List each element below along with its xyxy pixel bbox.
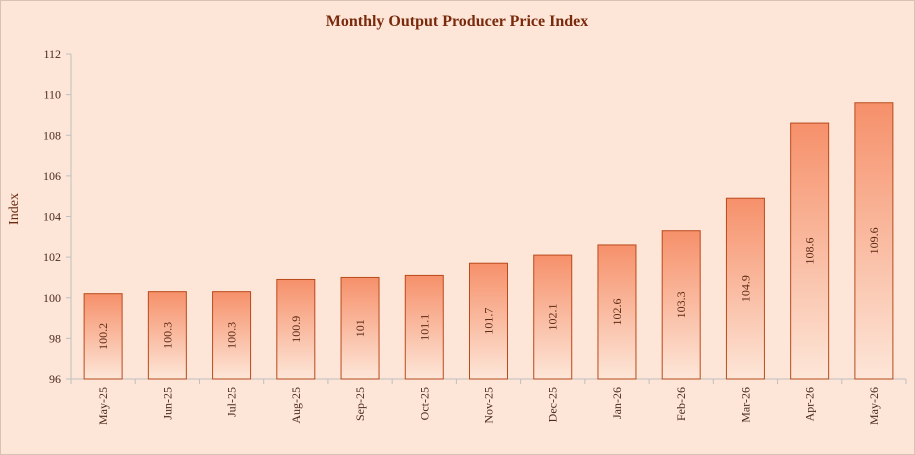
- bar-value-label: 103.3: [674, 291, 688, 318]
- y-tick-label: 96: [49, 372, 61, 386]
- bar: [83, 293, 123, 380]
- y-tick-label: 110: [43, 88, 61, 102]
- bar: [276, 278, 316, 380]
- bar: [790, 122, 830, 380]
- bar: [212, 291, 252, 380]
- y-axis-label: Index: [7, 193, 22, 225]
- x-tick-label: Oct-25: [417, 387, 431, 420]
- bar-value-label: 104.9: [738, 275, 752, 302]
- bar-value-label: 101.1: [417, 314, 431, 341]
- bar-value-label: 108.6: [803, 238, 817, 265]
- y-tick-label: 104: [43, 210, 61, 224]
- x-tick-label: Mar-26: [738, 387, 752, 423]
- x-tick-label: Apr-26: [803, 387, 817, 421]
- y-tick-label: 112: [43, 47, 61, 61]
- bar-value-label: 101.7: [482, 308, 496, 335]
- x-tick-label: Aug-25: [289, 387, 303, 424]
- y-tick-label: 106: [43, 169, 61, 183]
- bar-value-label: 101: [353, 319, 367, 337]
- x-tick-label: Feb-26: [674, 387, 688, 421]
- x-tick-label: May-25: [96, 387, 110, 425]
- x-tick-label: May-26: [867, 387, 881, 425]
- y-tick-label: 108: [43, 128, 61, 142]
- x-tick-label: Jun-25: [160, 387, 174, 420]
- bar: [340, 276, 380, 380]
- x-tick-label: Sep-25: [353, 387, 367, 421]
- bar-value-label: 102.1: [546, 304, 560, 331]
- bar: [725, 197, 765, 380]
- y-tick-label: 98: [49, 331, 61, 345]
- bar: [404, 274, 444, 380]
- axes: 96 98 100 102 104 106 108 110 112 May-25 Jun-25 Jul…: [43, 47, 907, 425]
- bar: [147, 291, 187, 380]
- x-tick-label: Jan-26: [610, 387, 624, 419]
- bar-value-label: 100.9: [289, 316, 303, 343]
- bars: 100.2 100.3 100.3 100.9 101 101.1 101.7 102.1 10…: [83, 102, 894, 380]
- bar-value-label: 100.2: [96, 323, 110, 350]
- x-tick-label: Nov-25: [482, 387, 496, 424]
- bar-value-label: 102.6: [610, 298, 624, 325]
- bar: [597, 244, 637, 380]
- chart-title: Monthly Output Producer Price Index: [326, 13, 589, 30]
- bar: [469, 262, 508, 380]
- bar-value-label: 109.6: [867, 227, 881, 254]
- bar: [854, 102, 894, 380]
- bar-value-label: 100.3: [225, 322, 239, 349]
- bar: [661, 230, 701, 380]
- y-tick-label: 102: [43, 250, 61, 264]
- x-tick-label: Dec-25: [546, 387, 560, 422]
- x-tick-label: Jul-25: [225, 387, 239, 417]
- y-tick-label: 100: [43, 291, 61, 305]
- bar: [533, 254, 573, 380]
- bar-value-label: 100.3: [160, 322, 174, 349]
